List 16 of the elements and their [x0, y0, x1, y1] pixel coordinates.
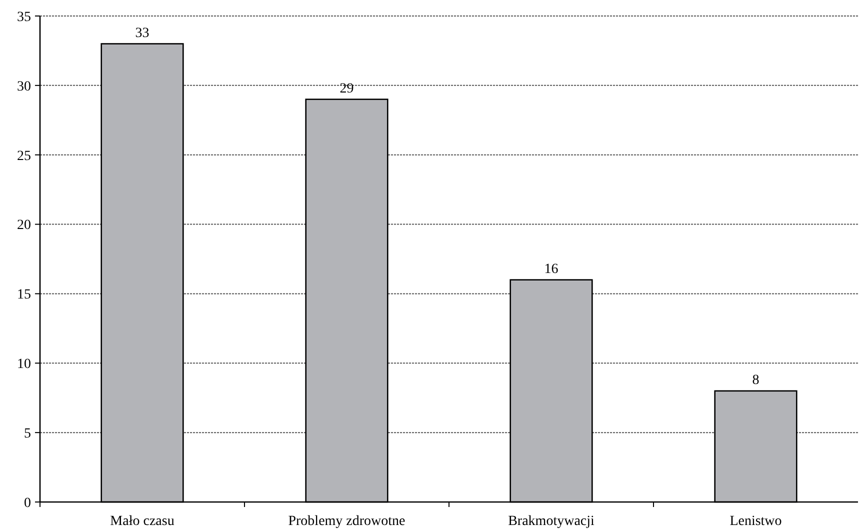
y-tick-label: 20: [17, 218, 31, 234]
x-tick-label: Problemy zdrowotne: [288, 514, 406, 529]
x-tick-label: Mało czasu: [110, 514, 174, 529]
y-tick-label: 15: [17, 288, 31, 303]
y-tick-label: 30: [17, 79, 31, 94]
data-label: 29: [340, 81, 354, 96]
y-tick-label: 0: [24, 496, 31, 511]
data-label: 16: [544, 262, 558, 277]
x-tick-label: Brakmotywacji: [508, 514, 595, 529]
y-tick-label: 10: [17, 357, 31, 372]
x-tick-label: Lenistwo: [730, 514, 782, 529]
data-label: 33: [135, 26, 150, 41]
data-label: 8: [752, 372, 760, 388]
y-tick-label: 35: [17, 10, 31, 25]
y-tick-label: 25: [17, 148, 31, 164]
y-tick-label: 5: [24, 426, 31, 442]
